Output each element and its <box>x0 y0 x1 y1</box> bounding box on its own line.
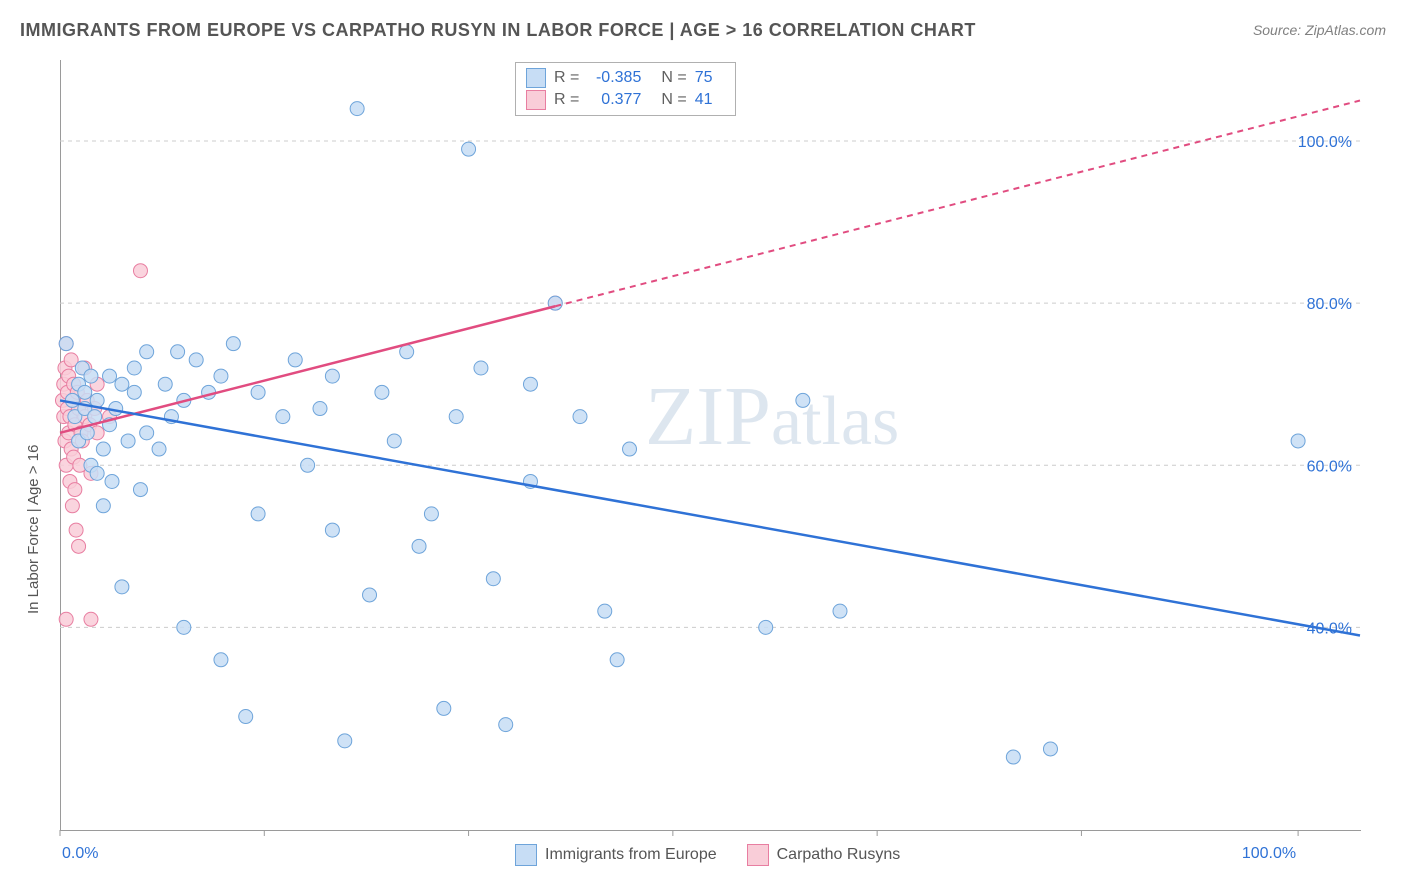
chart-title: IMMIGRANTS FROM EUROPE VS CARPATHO RUSYN… <box>20 20 976 41</box>
plot-area <box>60 60 1361 831</box>
r-value-europe: -0.385 <box>587 67 641 89</box>
n-label: N = <box>661 89 686 111</box>
swatch-europe <box>515 844 537 866</box>
y-axis-label: In Labor Force | Age > 16 <box>25 445 42 614</box>
n-value-rusyn: 41 <box>695 89 725 111</box>
swatch-europe <box>526 68 546 88</box>
r-label: R = <box>554 67 579 89</box>
stat-legend-box: R = -0.385 N = 75 R = 0.377 N = 41 <box>515 62 736 116</box>
r-label: R = <box>554 89 579 111</box>
swatch-rusyn <box>526 90 546 110</box>
r-value-rusyn: 0.377 <box>587 89 641 111</box>
legend-label-europe: Immigrants from Europe <box>545 846 717 864</box>
svg-text:0.0%: 0.0% <box>62 845 98 862</box>
legend-item-rusyn: Carpatho Rusyns <box>747 844 901 866</box>
legend-item-europe: Immigrants from Europe <box>515 844 717 866</box>
source-label: Source: ZipAtlas.com <box>1253 22 1386 38</box>
svg-text:100.0%: 100.0% <box>1242 845 1296 862</box>
stat-row-rusyn: R = 0.377 N = 41 <box>526 89 725 111</box>
swatch-rusyn <box>747 844 769 866</box>
legend-label-rusyn: Carpatho Rusyns <box>777 846 901 864</box>
n-value-europe: 75 <box>695 67 725 89</box>
stat-row-europe: R = -0.385 N = 75 <box>526 67 725 89</box>
bottom-legend: Immigrants from Europe Carpatho Rusyns <box>515 844 900 866</box>
n-label: N = <box>661 67 686 89</box>
